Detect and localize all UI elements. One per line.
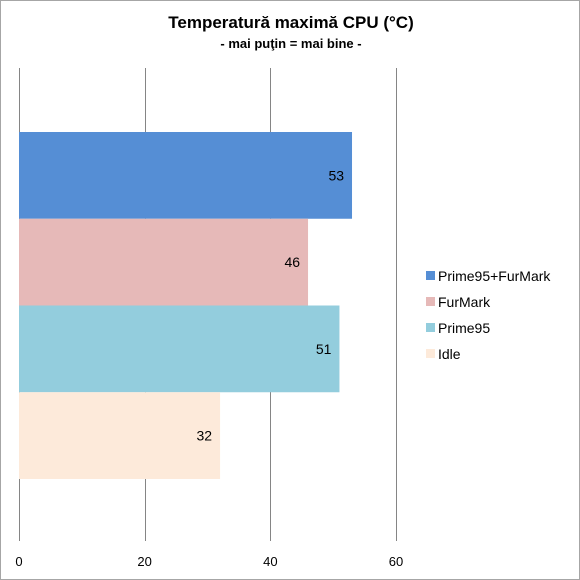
bar-idle: [19, 392, 221, 479]
x-axis-ticks: 0 20 40 60: [15, 554, 403, 569]
legend-swatch: [426, 349, 435, 358]
legend-entry: Prime95+FurMark: [438, 268, 551, 284]
bar-prime95-furmark: [19, 132, 353, 219]
legend-entry: FurMark: [438, 294, 491, 310]
legend-swatch: [426, 323, 435, 332]
legend-entry: Prime95: [438, 320, 490, 336]
bar-value-label: 32: [196, 428, 212, 444]
bar-value-label: 46: [284, 254, 300, 270]
x-tick-label: 0: [15, 554, 22, 569]
bar-prime95: [19, 305, 340, 393]
bar-value-label: 51: [316, 341, 332, 357]
x-tick-label: 40: [263, 554, 277, 569]
x-tick-label: 20: [137, 554, 151, 569]
x-tick-label: 60: [389, 554, 403, 569]
chart-title: Temperatură maximă CPU (°C): [168, 13, 414, 32]
bars: [19, 132, 353, 479]
bar-value-label: 53: [328, 167, 344, 183]
chart-subtitle: - mai puţin = mai bine -: [220, 36, 361, 51]
legend: Prime95+FurMark FurMark Prime95 Idle: [426, 268, 551, 362]
legend-swatch: [426, 271, 435, 280]
legend-entry: Idle: [438, 346, 461, 362]
data-labels: 53 46 51 32: [196, 167, 344, 443]
bar-furmark: [19, 218, 309, 306]
legend-swatch: [426, 297, 435, 306]
